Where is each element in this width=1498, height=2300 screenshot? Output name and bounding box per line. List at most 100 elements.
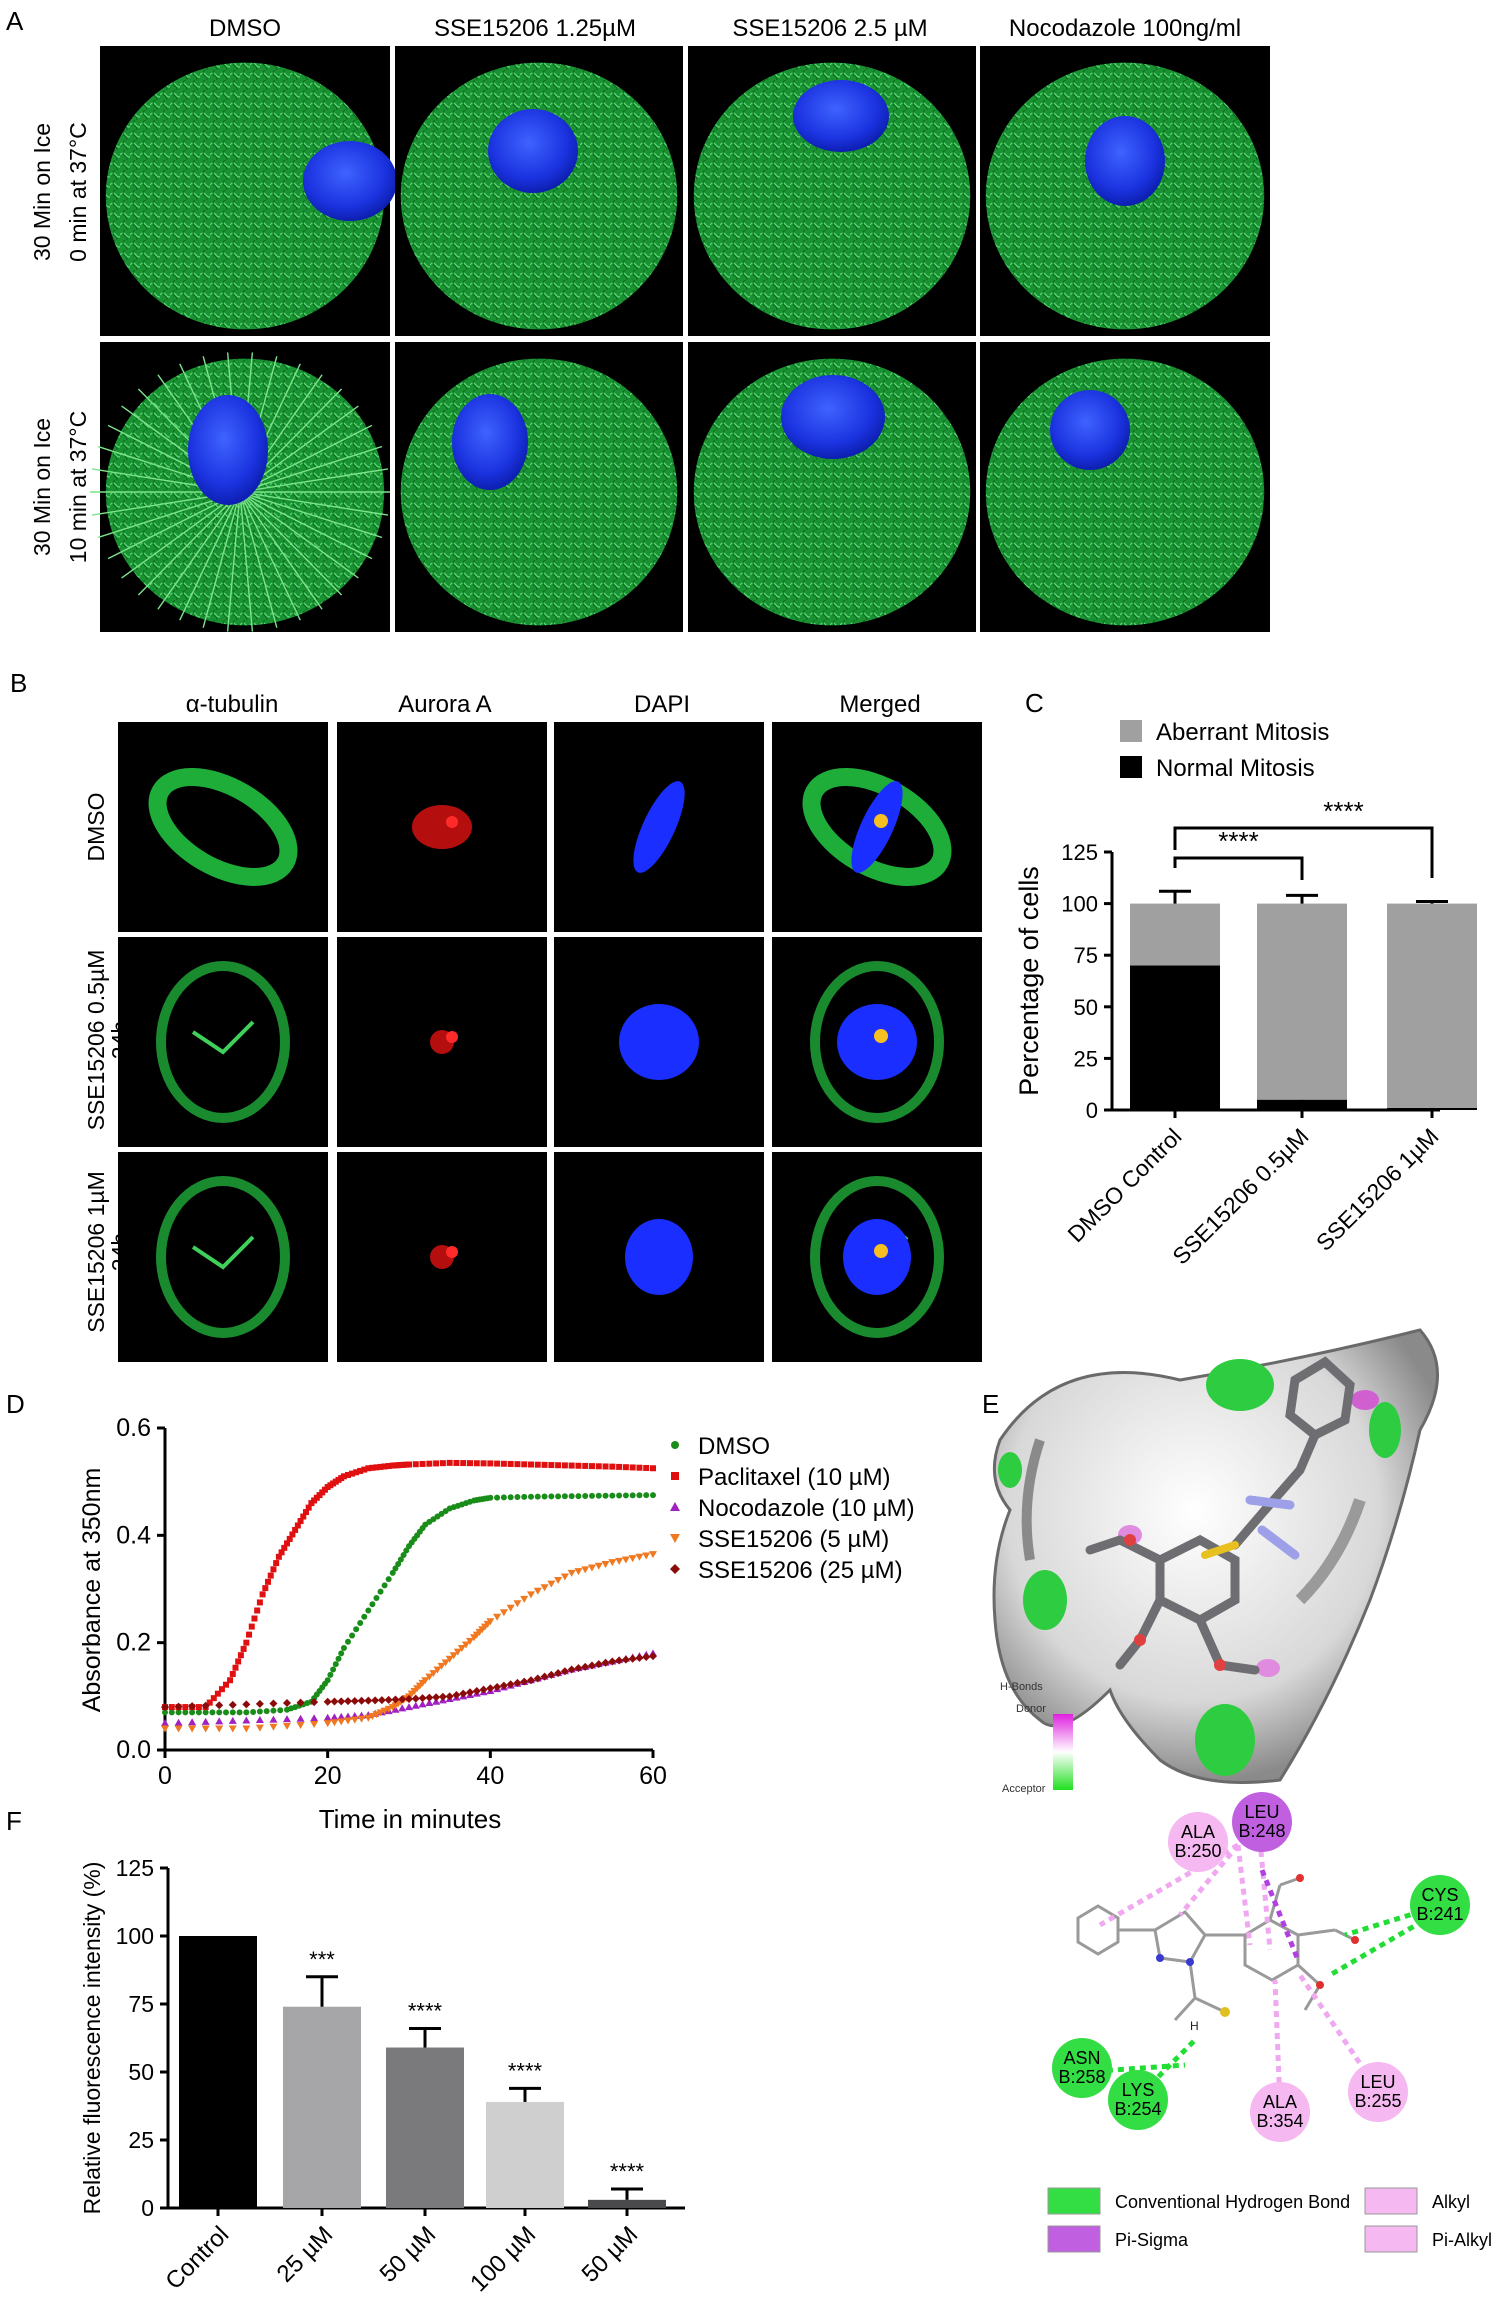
data-point bbox=[259, 1591, 266, 1598]
data-point bbox=[357, 1619, 364, 1626]
data-point bbox=[357, 1696, 366, 1705]
data-point bbox=[425, 1673, 434, 1681]
data-point bbox=[500, 1494, 507, 1501]
legend-label: DMSO bbox=[698, 1433, 770, 1460]
data-point bbox=[254, 1607, 261, 1614]
micrograph-panel-b bbox=[118, 1152, 328, 1362]
nucleus bbox=[488, 109, 578, 193]
data-point bbox=[582, 1492, 589, 1499]
data-point bbox=[161, 1719, 169, 1727]
series-4 bbox=[161, 1652, 657, 1712]
data-point bbox=[459, 1689, 468, 1698]
residue-id: B:250 bbox=[1174, 1841, 1221, 1861]
legend-label: SSE15206 (25 µM) bbox=[698, 1557, 903, 1584]
ligand-structure bbox=[1076, 1876, 1356, 2022]
data-point bbox=[263, 1708, 270, 1715]
x-tick-label: DMSO Control bbox=[1062, 1123, 1186, 1247]
data-point bbox=[228, 1700, 237, 1709]
data-point bbox=[581, 1662, 590, 1671]
data-point bbox=[215, 1725, 224, 1733]
data-point bbox=[487, 1460, 494, 1467]
significance-label: *** bbox=[309, 1947, 335, 1972]
data-point bbox=[541, 1493, 548, 1500]
data-point bbox=[400, 1552, 407, 1559]
data-point bbox=[255, 1699, 264, 1708]
data-point bbox=[323, 1697, 332, 1706]
data-point bbox=[433, 1460, 440, 1467]
column-label: Nocodazole 100ng/ml bbox=[1009, 15, 1241, 42]
cell-cytoskeleton bbox=[400, 62, 678, 330]
data-point bbox=[635, 1653, 644, 1662]
data-point bbox=[227, 1677, 234, 1684]
significance-label: **** bbox=[1218, 826, 1258, 856]
data-point bbox=[425, 1693, 434, 1702]
y-tick-label: 25 bbox=[1074, 1046, 1098, 1071]
data-point bbox=[310, 1721, 319, 1729]
data-point bbox=[548, 1462, 555, 1469]
data-point bbox=[433, 1666, 442, 1674]
data-point bbox=[411, 1701, 420, 1709]
x-tick-label: 0 bbox=[158, 1762, 172, 1790]
x-tick-label: SSE15206 0.5µM bbox=[1167, 1123, 1313, 1269]
panel-f-chart: 0 25 50 75 100 125 Relative fluorescence inten… bbox=[79, 1855, 685, 2297]
data-point bbox=[460, 1460, 467, 1467]
data-point bbox=[373, 1464, 380, 1471]
svg-text:H: H bbox=[1190, 2019, 1199, 2033]
cell-cytoskeleton bbox=[985, 358, 1265, 626]
data-point bbox=[256, 1599, 263, 1606]
data-point bbox=[237, 1652, 244, 1659]
data-point bbox=[223, 1709, 229, 1716]
legend-label: Pi-Alkyl bbox=[1432, 2230, 1492, 2250]
data-point bbox=[426, 1460, 433, 1467]
residue-name: LEU bbox=[1244, 1802, 1279, 1822]
data-point bbox=[283, 1715, 291, 1723]
data-point bbox=[453, 1459, 460, 1466]
data-point bbox=[201, 1701, 210, 1710]
y-tick-label: 0 bbox=[1086, 1098, 1098, 1123]
data-point bbox=[361, 1466, 368, 1473]
y-tick-label: 100 bbox=[1061, 892, 1098, 917]
data-point bbox=[345, 1638, 351, 1645]
data-point bbox=[395, 1560, 402, 1567]
data-point bbox=[589, 1492, 595, 1499]
data-point bbox=[457, 1645, 466, 1653]
data-point bbox=[555, 1462, 562, 1469]
data-point bbox=[248, 1623, 255, 1630]
x-tick-label: 50 µM bbox=[577, 2221, 644, 2288]
data-point bbox=[628, 1654, 637, 1663]
data-point bbox=[380, 1707, 389, 1715]
data-point bbox=[445, 1692, 454, 1701]
significance-label: **** bbox=[1323, 796, 1363, 826]
data-point bbox=[527, 1676, 535, 1685]
panel-b-letter: B bbox=[10, 668, 27, 698]
data-point bbox=[210, 1695, 217, 1702]
data-point bbox=[441, 1659, 450, 1667]
data-point bbox=[629, 1492, 636, 1499]
data-point bbox=[513, 1678, 522, 1687]
y-tick-label: 50 bbox=[128, 2059, 154, 2085]
legend-label: Paclitaxel (10 µM) bbox=[698, 1464, 891, 1491]
data-point bbox=[353, 1626, 360, 1633]
data-point bbox=[574, 1664, 583, 1673]
data-point bbox=[284, 1540, 290, 1547]
data-point bbox=[514, 1494, 521, 1501]
data-point bbox=[499, 1681, 508, 1690]
row-label-line1: SSE15206 1µM bbox=[83, 1171, 109, 1333]
data-point bbox=[429, 1670, 438, 1678]
legend-label: Aberrant Mitosis bbox=[1156, 719, 1329, 746]
y-tick-label: 0.2 bbox=[116, 1629, 151, 1657]
residue-ala-bubble bbox=[1168, 1812, 1228, 1872]
residue-lys-bubble bbox=[1108, 2070, 1168, 2130]
data-point bbox=[594, 1660, 603, 1669]
data-point bbox=[345, 1471, 351, 1478]
data-point bbox=[602, 1492, 609, 1499]
row-label-line1: 30 Min on Ice bbox=[29, 418, 55, 556]
significance-bracket bbox=[1173, 856, 1304, 880]
data-point bbox=[215, 1717, 224, 1725]
data-point bbox=[568, 1462, 575, 1469]
y-axis-label: Percentage of cells bbox=[1014, 866, 1044, 1096]
micrograph-panel-b bbox=[118, 722, 328, 932]
data-point bbox=[629, 1464, 636, 1471]
data-point bbox=[337, 1697, 346, 1706]
residue-id: B:254 bbox=[1114, 2099, 1161, 2119]
